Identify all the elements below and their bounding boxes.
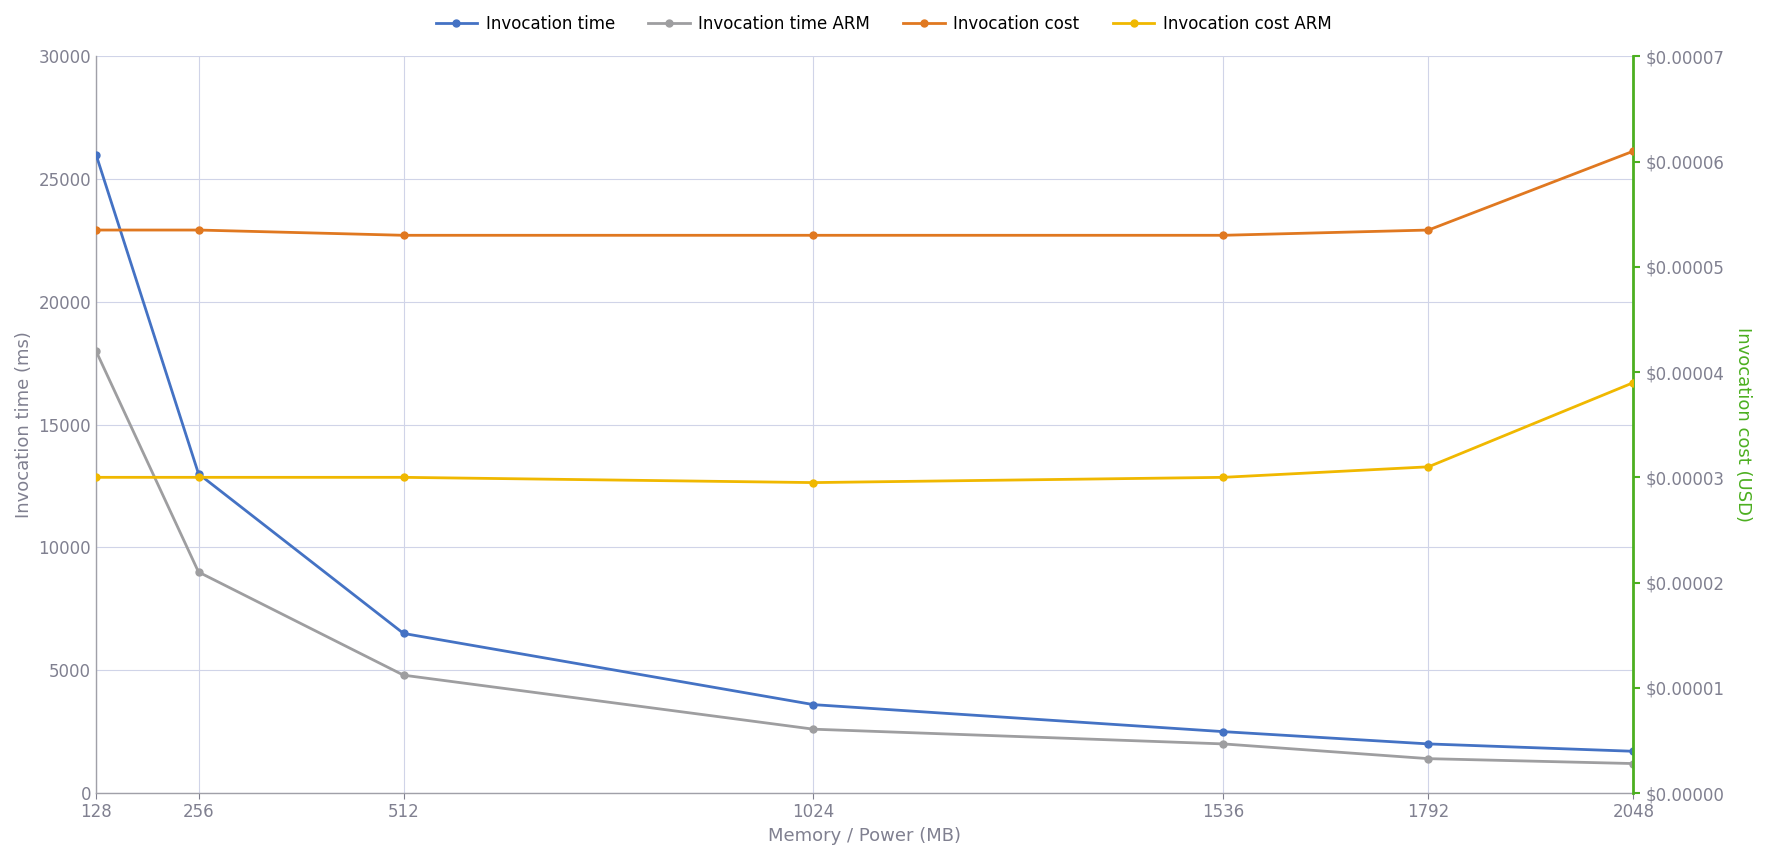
Invocation cost ARM — [1212, 472, 1233, 482]
Y-axis label: Invocation cost (USD): Invocation cost (USD) — [1733, 327, 1753, 522]
Invocation cost — [1212, 230, 1233, 241]
Line: Invocation time: Invocation time — [92, 151, 1636, 755]
Invocation cost — [802, 230, 823, 241]
Invocation cost — [1417, 224, 1438, 235]
Invocation cost ARM — [802, 477, 823, 488]
Line: Invocation cost: Invocation cost — [92, 148, 1636, 239]
Invocation time ARM — [1622, 759, 1643, 769]
Invocation time — [802, 699, 823, 710]
Invocation time — [187, 469, 209, 479]
Invocation cost — [1622, 146, 1643, 157]
Invocation time — [1212, 727, 1233, 737]
Invocation cost ARM — [85, 472, 106, 482]
Invocation time — [85, 150, 106, 160]
Line: Invocation time ARM: Invocation time ARM — [92, 347, 1636, 767]
Invocation time ARM — [85, 346, 106, 356]
Y-axis label: Invocation time (ms): Invocation time (ms) — [14, 331, 34, 519]
Invocation time — [392, 629, 413, 639]
Invocation cost — [187, 224, 209, 235]
Invocation time ARM — [187, 567, 209, 577]
Line: Invocation cost ARM: Invocation cost ARM — [92, 379, 1636, 486]
Invocation time — [1622, 746, 1643, 757]
X-axis label: Memory / Power (MB): Memory / Power (MB) — [769, 827, 961, 845]
Invocation time ARM — [1212, 739, 1233, 749]
Invocation time ARM — [392, 670, 413, 680]
Invocation cost ARM — [1417, 462, 1438, 472]
Invocation cost — [392, 230, 413, 241]
Invocation time ARM — [802, 724, 823, 734]
Invocation cost — [85, 224, 106, 235]
Invocation time ARM — [1417, 753, 1438, 764]
Legend: Invocation time, Invocation time ARM, Invocation cost, Invocation cost ARM: Invocation time, Invocation time ARM, In… — [429, 9, 1338, 40]
Invocation cost ARM — [1622, 378, 1643, 388]
Invocation cost ARM — [187, 472, 209, 482]
Invocation time — [1417, 739, 1438, 749]
Invocation cost ARM — [392, 472, 413, 482]
